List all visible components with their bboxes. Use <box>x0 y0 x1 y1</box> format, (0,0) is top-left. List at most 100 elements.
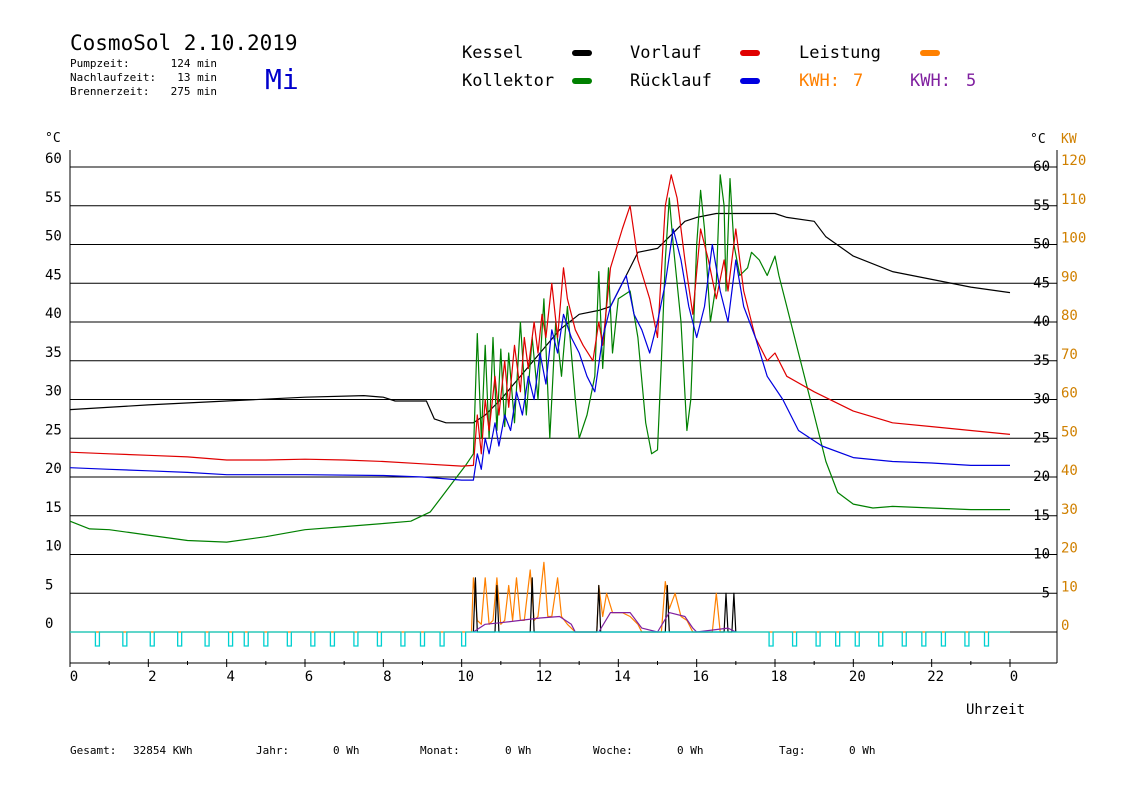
y-left-label-60: 60 <box>45 151 62 167</box>
footer-value-tag: 0 Wh <box>849 744 876 757</box>
legend-label-ruecklauf: Rücklauf <box>630 71 712 91</box>
y-kw-label-80: 80 <box>1061 308 1078 324</box>
y-right-label-25: 25 <box>1033 430 1050 446</box>
series-line-r-cklauf <box>69 228 1010 481</box>
y-left-label-55: 55 <box>45 190 62 206</box>
series-line-vorlauf <box>69 174 1011 467</box>
grid-lines <box>70 166 1057 633</box>
axes <box>69 150 1058 667</box>
stat-value-pumpzeit: 124 min <box>171 57 217 70</box>
kwh-label-2: KWH: <box>910 71 951 91</box>
kwh-value-1: 7 <box>853 71 863 91</box>
x-tick-label-4: 8 <box>383 669 391 685</box>
y-right-label-15: 15 <box>1033 508 1050 524</box>
left-axis-unit: °C <box>45 131 61 146</box>
series-line-leistung-spitzen <box>472 577 737 633</box>
footer-label-jahr: Jahr: <box>256 744 289 757</box>
x-tick-label-8: 16 <box>692 669 709 685</box>
x-tick-label-5: 10 <box>457 669 474 685</box>
y-right-label-20: 20 <box>1033 469 1050 485</box>
legend-swatch-vorlauf <box>740 50 760 56</box>
x-tick-label-7: 14 <box>614 669 631 685</box>
y-kw-label-90: 90 <box>1061 269 1078 285</box>
stat-value-nachlaufzeit: 13 min <box>177 71 217 84</box>
legend-label-kessel: Kessel <box>462 43 523 63</box>
y-left-label-35: 35 <box>45 345 62 361</box>
footer-totals: Gesamt: 32854 KWh Jahr: 0 Wh Monat: 0 Wh… <box>70 744 876 757</box>
y-kw-label-60: 60 <box>1061 386 1078 402</box>
x-tick-label-2: 4 <box>226 669 234 685</box>
y-left-label-25: 25 <box>45 422 62 438</box>
y-left-label-5: 5 <box>45 577 53 593</box>
y-right-label-30: 30 <box>1033 392 1050 408</box>
y-left-label-40: 40 <box>45 306 62 322</box>
chart-title: CosmoSol 2.10.2019 <box>70 31 298 55</box>
x-tick-label-9: 18 <box>771 669 788 685</box>
y-kw-label-20: 20 <box>1061 541 1078 557</box>
kwh-label-1: KWH: <box>799 71 840 91</box>
y-left-label-10: 10 <box>45 539 62 555</box>
stat-label-nachlaufzeit: Nachlaufzeit: <box>70 71 156 84</box>
x-tick-label-6: 12 <box>536 669 553 685</box>
footer-value-woche: 0 Wh <box>677 744 704 757</box>
y-left-label-50: 50 <box>45 229 62 245</box>
legend-swatch-kollektor <box>572 78 592 84</box>
footer-label-woche: Woche: <box>593 744 633 757</box>
y-left-label-45: 45 <box>45 267 62 283</box>
right-axis-unit: °C <box>1030 132 1046 147</box>
y-right-label-55: 55 <box>1033 198 1050 214</box>
y-kw-label-10: 10 <box>1061 579 1078 595</box>
stat-value-brennerzeit: 275 min <box>171 85 217 98</box>
right-axis-unit-kw: KW <box>1061 132 1077 147</box>
y-right-label-35: 35 <box>1033 353 1050 369</box>
footer-value-jahr: 0 Wh <box>333 744 360 757</box>
series-line-leistung <box>70 561 1010 633</box>
y-left-label-30: 30 <box>45 384 62 400</box>
footer-label-gesamt: Gesamt: <box>70 744 116 757</box>
kwh-value-2: 5 <box>966 71 976 91</box>
y-left-label-20: 20 <box>45 461 62 477</box>
footer-label-monat: Monat: <box>420 744 460 757</box>
legend-label-kollektor: Kollektor <box>462 71 554 91</box>
y-right-label-5: 5 <box>1042 585 1050 601</box>
stat-label-brennerzeit: Brennerzeit: <box>70 85 149 98</box>
y-kw-label-30: 30 <box>1061 502 1078 518</box>
x-tick-label-0: 0 <box>70 669 78 685</box>
weekday-label: Mi <box>265 63 299 96</box>
x-axis-label: Uhrzeit <box>966 702 1025 718</box>
y-right-label-10: 10 <box>1033 547 1050 563</box>
stat-label-pumpzeit: Pumpzeit: <box>70 57 130 70</box>
y-kw-label-110: 110 <box>1061 192 1086 208</box>
y-kw-label-0: 0 <box>1061 618 1069 634</box>
x-tick-label-10: 20 <box>849 669 866 685</box>
series-lines <box>69 174 1011 647</box>
y-right-label-40: 40 <box>1033 314 1050 330</box>
y-left-label-0: 0 <box>45 616 53 632</box>
legend-label-leistung: Leistung <box>799 43 881 63</box>
tick-labels: 0 2 4 6 8 10 12 14 16 18 20 22 005101520253035404550… <box>45 151 1086 685</box>
legend-swatch-leistung <box>920 50 940 56</box>
y-right-label-50: 50 <box>1033 237 1050 253</box>
y-kw-label-50: 50 <box>1061 424 1078 440</box>
footer-label-tag: Tag: <box>779 744 806 757</box>
x-tick-label-12: 0 <box>1010 669 1018 685</box>
y-kw-label-40: 40 <box>1061 463 1078 479</box>
x-tick-label-3: 6 <box>305 669 313 685</box>
legend-swatch-kessel <box>572 50 592 56</box>
x-tick-label-1: 2 <box>148 669 156 685</box>
legend-swatch-ruecklauf <box>740 78 760 84</box>
y-right-label-60: 60 <box>1033 159 1050 175</box>
x-tick-label-11: 22 <box>927 669 944 685</box>
series-line-kollektor <box>69 174 1010 543</box>
series-line-kessel <box>69 212 1011 424</box>
y-kw-label-70: 70 <box>1061 347 1078 363</box>
series-line-kwh-linie <box>473 611 737 633</box>
header-stats: Pumpzeit: 124 min Nachlaufzeit: 13 min B… <box>70 57 217 98</box>
y-right-label-45: 45 <box>1033 275 1050 291</box>
legend-label-vorlauf: Vorlauf <box>630 43 702 63</box>
series-line-pumpe <box>70 631 1010 647</box>
y-left-label-15: 15 <box>45 500 62 516</box>
y-kw-label-120: 120 <box>1061 153 1086 169</box>
footer-value-gesamt: 32854 KWh <box>133 744 193 757</box>
